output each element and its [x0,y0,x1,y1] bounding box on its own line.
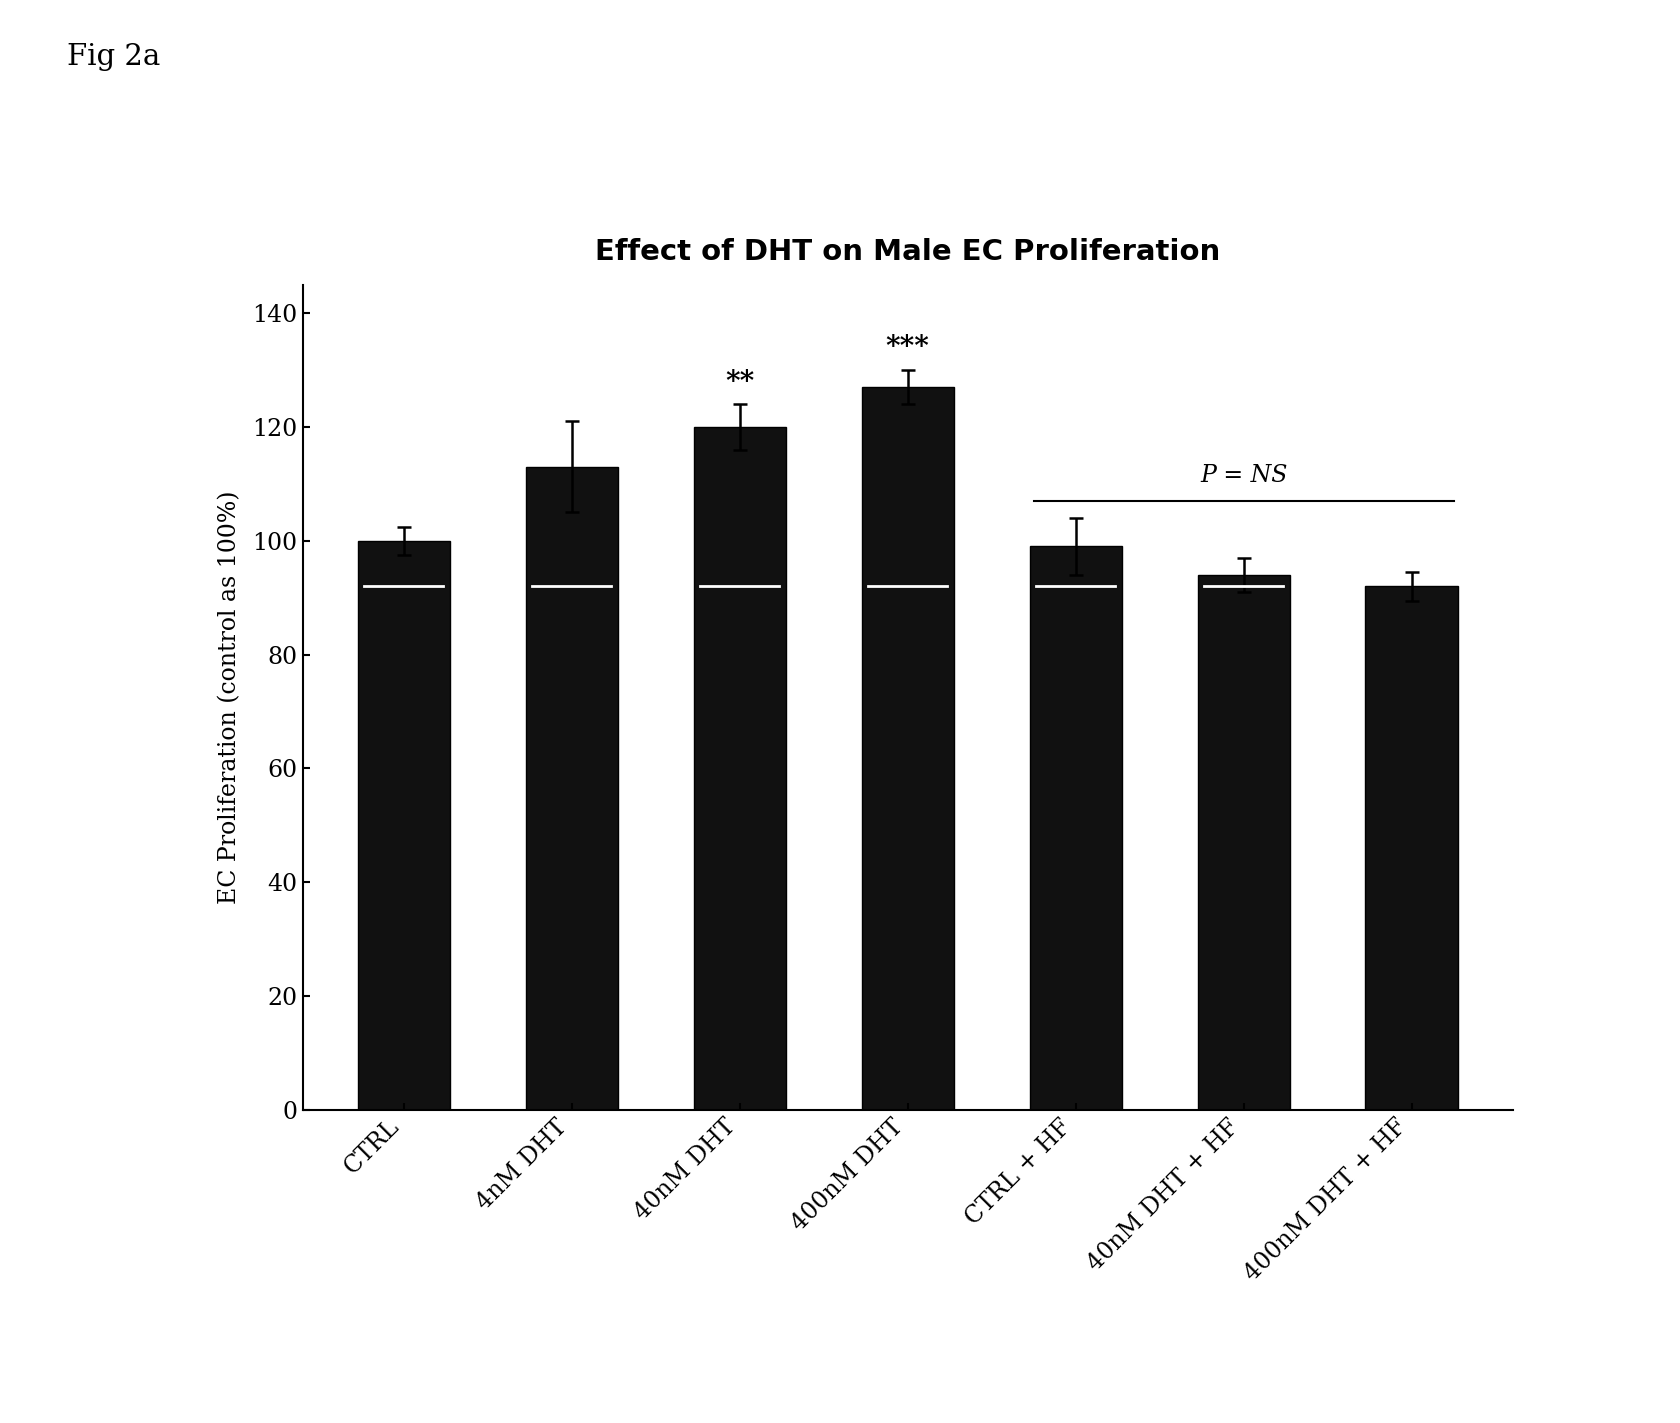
Y-axis label: EC Proliferation (control as 100%): EC Proliferation (control as 100%) [218,491,242,904]
Text: **: ** [724,369,754,396]
Bar [694,427,786,1110]
Bar [1196,575,1289,1110]
Bar [358,541,450,1110]
Bar [1028,546,1121,1110]
Text: ***: *** [885,334,929,361]
Text: P = NS: P = NS [1200,464,1287,487]
Bar [862,387,953,1110]
Bar [526,467,618,1110]
Bar [1364,586,1457,1110]
Text: Fig 2a: Fig 2a [67,43,161,71]
Title: Effect of DHT on Male EC Proliferation: Effect of DHT on Male EC Proliferation [595,238,1220,266]
